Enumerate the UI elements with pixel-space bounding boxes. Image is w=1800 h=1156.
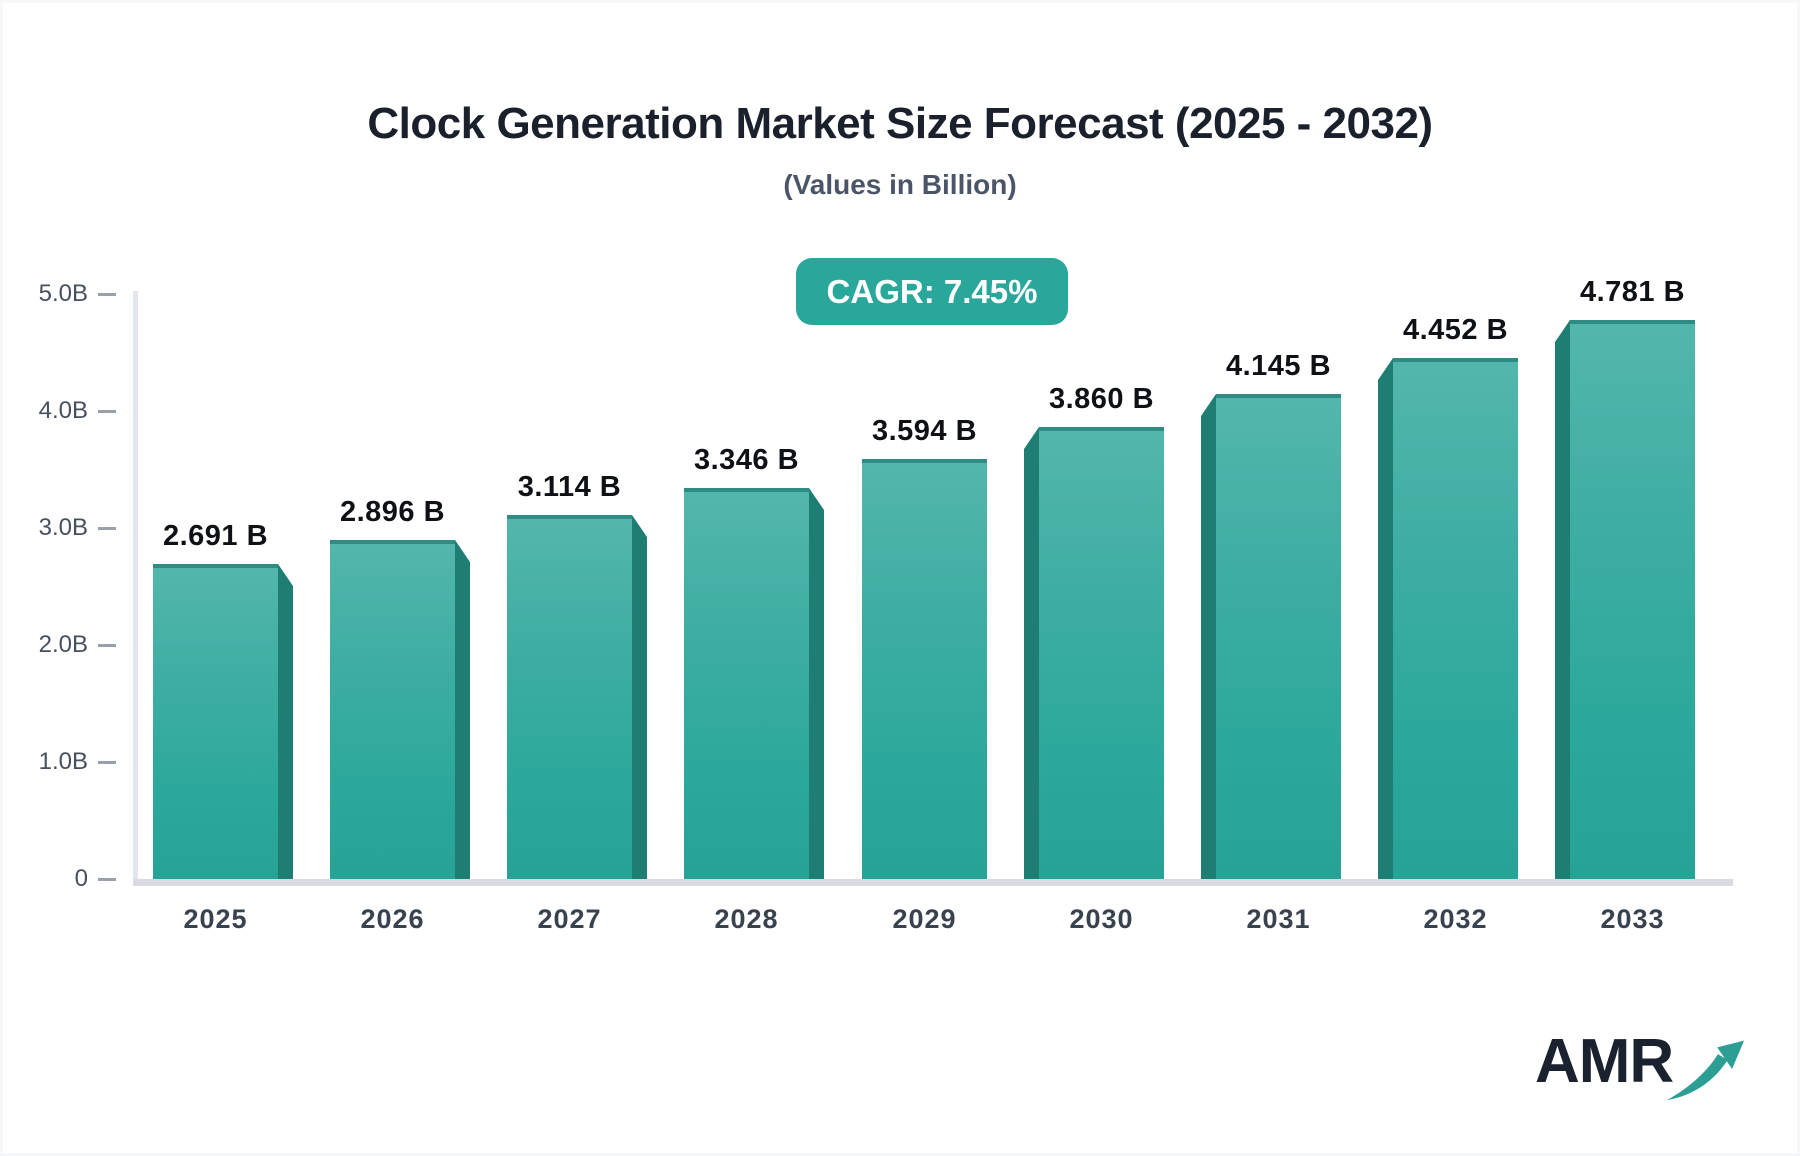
x-tick-label: 2032 [1423,904,1488,934]
x-tick-label: 2027 [537,904,602,934]
x-tick-label: 2030 [1069,904,1134,934]
bar-value-label: 3.346 B [693,444,800,476]
y-tick-mark [98,527,116,530]
bar-face [1216,394,1341,879]
chart-subtitle: (Values in Billion) [783,169,1017,200]
bar-side [632,515,647,879]
y-tick-mark [98,878,116,881]
amr-logo-text: AMR [1535,1027,1674,1096]
y-tick-label: 5.0B [38,280,88,307]
bar-value-label: 4.145 B [1225,350,1332,382]
bar-value-label: 2.896 B [339,496,446,528]
chart-title: Clock Generation Market Size Forecast (2… [367,99,1433,148]
y-tick-label: 1.0B [38,748,88,775]
bar-side [278,564,293,879]
y-tick-label: 2.0B [38,631,88,658]
amr-logo: AMR [1535,1031,1747,1105]
bar-side [455,540,470,879]
bar-face [330,540,455,879]
x-tick-label: 2026 [360,904,425,934]
growth-arrow-icon [1666,1040,1745,1101]
bar-value-label: 3.114 B [517,471,622,503]
x-tick-label: 2029 [892,904,957,934]
bar-value-label: 2.691 B [162,520,269,552]
bar-face [507,515,632,879]
y-tick-mark [98,410,116,413]
y-axis-line [133,291,138,883]
x-tick-label: 2031 [1246,904,1311,934]
bar-face [684,488,809,879]
y-tick-mark [98,761,116,764]
bar-value-label: 3.860 B [1048,383,1155,415]
bar-side [1378,358,1393,879]
y-tick-mark [98,644,116,647]
bar-face [1570,320,1695,879]
cagr-badge: CAGR: 7.45% [796,258,1068,325]
cagr-badge-label: CAGR: 7.45% [826,272,1038,310]
bar-value-label: 4.452 B [1402,314,1509,346]
x-tick-label: 2028 [714,904,779,934]
x-tick-label: 2033 [1600,904,1665,934]
bar-side [809,488,824,879]
bar-face [862,459,987,879]
bar-value-label: 3.594 B [871,415,978,447]
bar-value-label: 4.781 B [1579,276,1686,308]
bar-face [1393,358,1518,879]
y-tick-label: 3.0B [38,514,88,541]
x-axis-baseline [133,879,1733,886]
y-tick-label: 0 [74,865,88,892]
y-tick-label: 4.0B [38,397,88,424]
x-tick-label: 2025 [183,904,248,934]
bar-face [153,564,278,879]
y-tick-mark [98,293,116,296]
bar-side [1024,427,1039,879]
bar-side [1555,320,1570,879]
bar-side [1201,394,1216,879]
bar-face [1039,427,1164,879]
